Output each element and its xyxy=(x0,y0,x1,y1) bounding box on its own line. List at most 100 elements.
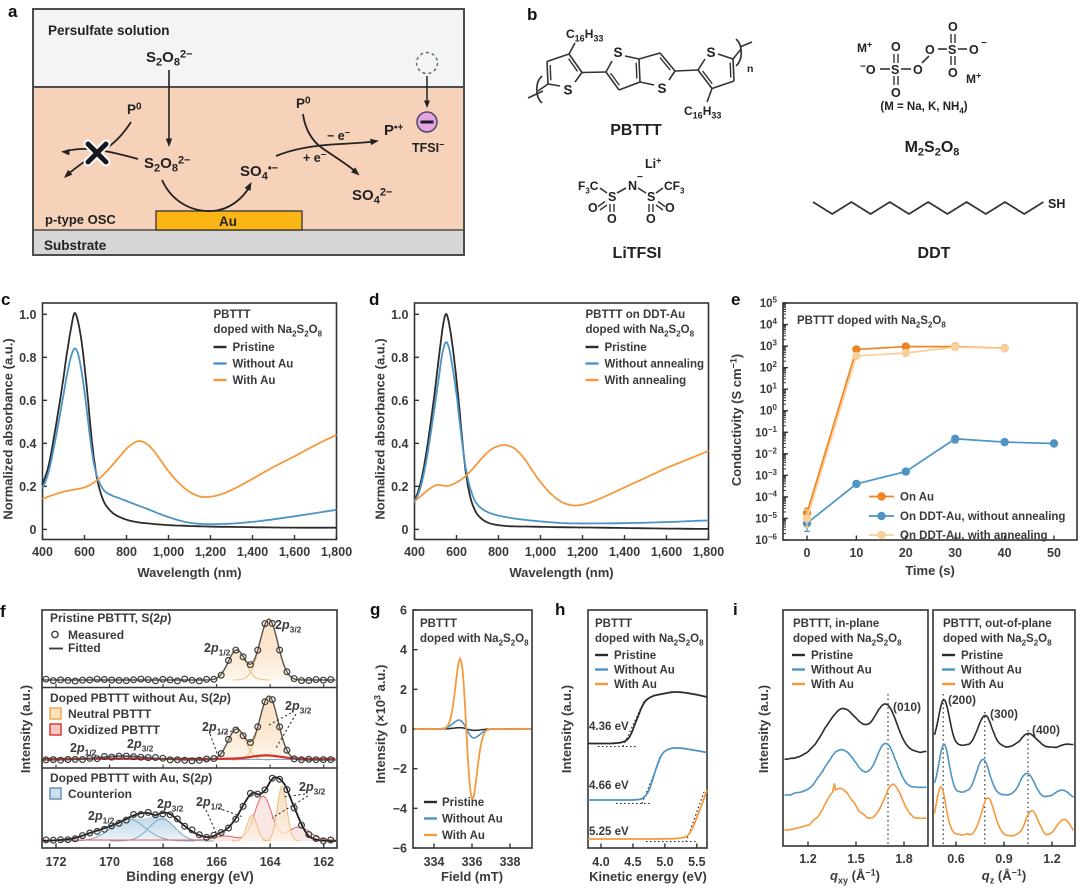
svg-text:Conductivity (S cm−1​): Conductivity (S cm−1​) xyxy=(729,354,745,486)
svg-text:Without Au: Without Au xyxy=(233,359,294,371)
svg-text:0.9: 0.9 xyxy=(995,852,1012,866)
svg-text:S: S xyxy=(647,190,655,204)
svg-text:(010): (010) xyxy=(893,700,921,714)
svg-text:n: n xyxy=(747,63,753,75)
svg-text:SH: SH xyxy=(1048,197,1065,211)
svg-text:5.0: 5.0 xyxy=(656,855,673,869)
svg-text:Without Au: Without Au xyxy=(442,814,503,826)
svg-text:1,600: 1,600 xyxy=(651,545,682,559)
svg-text:O: O xyxy=(588,201,598,215)
svg-text:O: O xyxy=(665,201,675,215)
svg-text:1,400: 1,400 xyxy=(609,545,640,559)
svg-text:M2​S2​O8​: M2​S2​O8​ xyxy=(905,139,960,159)
svg-text:400: 400 xyxy=(404,545,425,559)
svg-text:(400): (400) xyxy=(1032,723,1060,737)
svg-text:338: 338 xyxy=(500,855,521,869)
svg-text:400: 400 xyxy=(32,545,53,559)
svg-text:1.2: 1.2 xyxy=(1043,852,1060,866)
svg-text:PBTTT: PBTTT xyxy=(420,618,457,630)
svg-text:N: N xyxy=(628,179,637,193)
svg-text:Substrate: Substrate xyxy=(44,238,107,253)
svg-text:S: S xyxy=(563,83,572,98)
svg-text:162: 162 xyxy=(313,855,334,869)
svg-text:0.4: 0.4 xyxy=(391,437,408,451)
svg-text:O: O xyxy=(646,212,656,226)
svg-text:S: S xyxy=(891,63,899,77)
svg-text:Normalized absorbance (a.u.): Normalized absorbance (a.u.) xyxy=(1,338,16,519)
svg-text:Pristine: Pristine xyxy=(605,342,647,354)
svg-text:Neutral PBTTT: Neutral PBTTT xyxy=(68,707,152,721)
svg-text:TFSI−​: TFSI−​ xyxy=(412,140,444,156)
svg-text:0.6: 0.6 xyxy=(19,394,36,408)
svg-text:−6: −6 xyxy=(393,841,407,855)
svg-text:Time (s): Time (s) xyxy=(905,563,955,578)
svg-text:(300): (300) xyxy=(990,707,1018,721)
svg-text:LiTFSI: LiTFSI xyxy=(613,245,662,262)
svg-text:1,800: 1,800 xyxy=(321,545,352,559)
svg-text:−2: −2 xyxy=(393,762,407,776)
svg-text:PBTTT: PBTTT xyxy=(595,618,632,630)
svg-text:600: 600 xyxy=(74,545,95,559)
svg-text:600: 600 xyxy=(446,545,467,559)
svg-text:e: e xyxy=(731,290,740,309)
svg-text:4.66 eV: 4.66 eV xyxy=(589,780,629,792)
svg-text:Intensity (a.u.): Intensity (a.u.) xyxy=(18,685,33,773)
svg-text:S: S xyxy=(657,81,666,96)
svg-text:On DDT-Au, with annealing: On DDT-Au, with annealing xyxy=(900,530,1048,542)
svg-text:1,400: 1,400 xyxy=(237,545,268,559)
svg-text:PBTTT doped with Na2​S2​O8​: PBTTT doped with Na2​S2​O8​ xyxy=(797,315,946,330)
svg-text:1,200: 1,200 xyxy=(195,545,226,559)
svg-text:4: 4 xyxy=(400,643,407,657)
svg-text:Measured: Measured xyxy=(68,628,124,642)
svg-text:Without Au: Without Au xyxy=(811,665,872,677)
svg-text:PBTTT, out-of-plane: PBTTT, out-of-plane xyxy=(943,618,1052,630)
svg-text:4.36 eV: 4.36 eV xyxy=(589,721,629,733)
svg-text:1,000: 1,000 xyxy=(525,545,556,559)
svg-text:1,000: 1,000 xyxy=(153,545,184,559)
svg-text:Field (mT): Field (mT) xyxy=(441,869,503,884)
svg-text:d: d xyxy=(369,290,379,309)
svg-text:With Au: With Au xyxy=(961,679,1004,691)
svg-text:O: O xyxy=(891,86,901,100)
svg-text:− e−​: − e−​ xyxy=(327,128,350,144)
svg-text:DDT: DDT xyxy=(918,245,951,262)
svg-text:Binding energy (eV): Binding energy (eV) xyxy=(126,869,254,884)
svg-text:With annealing: With annealing xyxy=(605,375,687,387)
svg-text:164: 164 xyxy=(260,855,281,869)
svg-text:1.5: 1.5 xyxy=(847,852,864,866)
svg-text:50: 50 xyxy=(1047,546,1061,560)
svg-text:−: − xyxy=(981,38,987,49)
svg-text:Au: Au xyxy=(219,214,237,229)
svg-text:0: 0 xyxy=(400,723,407,737)
svg-text:1,800: 1,800 xyxy=(693,545,724,559)
svg-text:c: c xyxy=(1,290,10,309)
svg-text:Doped PBTTT with Au, S(2p): Doped PBTTT with Au, S(2p) xyxy=(50,771,212,785)
svg-text:172: 172 xyxy=(46,855,67,869)
svg-text:With Au: With Au xyxy=(233,375,276,387)
svg-text:O: O xyxy=(948,20,958,34)
svg-text:(200): (200) xyxy=(948,693,976,707)
svg-text:a: a xyxy=(8,2,18,21)
svg-text:Fitted: Fitted xyxy=(68,641,101,655)
svg-text:1.0: 1.0 xyxy=(391,308,408,322)
svg-text:CF3​: CF3​ xyxy=(664,179,685,196)
svg-text:O: O xyxy=(969,43,979,57)
svg-text:40: 40 xyxy=(998,546,1012,560)
svg-text:1.8: 1.8 xyxy=(895,852,912,866)
svg-text:PBTTT: PBTTT xyxy=(214,309,251,321)
svg-text:10: 10 xyxy=(849,546,863,560)
svg-text:Wavelength (nm): Wavelength (nm) xyxy=(509,565,613,580)
svg-text:O: O xyxy=(891,40,901,54)
svg-text:PBTTT, in-plane: PBTTT, in-plane xyxy=(793,618,879,630)
svg-text:Intensity (×103​ a.u.): Intensity (×103​ a.u.) xyxy=(373,665,389,784)
svg-text:1.0: 1.0 xyxy=(19,308,36,322)
svg-text:0: 0 xyxy=(402,523,409,537)
svg-text:0.4: 0.4 xyxy=(19,437,36,451)
svg-text:f: f xyxy=(0,602,6,621)
svg-text:1.2: 1.2 xyxy=(799,852,816,866)
svg-text:Wavelength (nm): Wavelength (nm) xyxy=(137,565,241,580)
svg-text:Doped PBTTT without Au, S(2p): Doped PBTTT without Au, S(2p) xyxy=(50,691,231,705)
svg-text:Without Au: Without Au xyxy=(614,665,675,677)
svg-text:PBTTT: PBTTT xyxy=(610,122,662,139)
svg-text:With Au: With Au xyxy=(614,679,657,691)
